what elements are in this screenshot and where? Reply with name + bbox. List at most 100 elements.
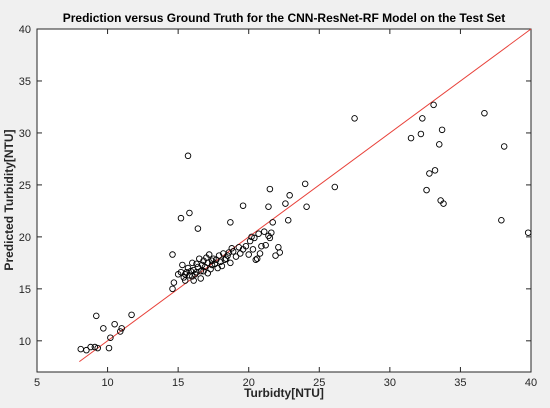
- y-tick-label: 20: [19, 232, 31, 244]
- x-axis-title: Turbidty[NTU]: [244, 386, 324, 400]
- data-point: [423, 186, 430, 194]
- data-point: [194, 225, 202, 232]
- data-point: [169, 285, 176, 293]
- data-point: [500, 143, 508, 150]
- fit-line: [79, 28, 532, 363]
- data-point: [197, 267, 204, 275]
- data-point: [268, 229, 275, 236]
- data-point: [117, 328, 124, 335]
- data-point: [208, 261, 216, 269]
- data-point: [438, 126, 446, 134]
- data-point: [242, 242, 250, 250]
- data-point: [417, 130, 425, 138]
- x-tick-label: 5: [34, 377, 40, 389]
- data-point: [186, 209, 193, 217]
- data-point: [87, 343, 94, 351]
- data-point: [170, 279, 178, 286]
- data-point: [269, 219, 276, 226]
- tick-layer: 5 10 15 20 25 30 35 40 10 15 20 25 30 35 40: [19, 24, 537, 389]
- data-point: [128, 311, 135, 319]
- data-point: [426, 170, 433, 177]
- data-point: [498, 216, 505, 224]
- data-point: [265, 203, 272, 210]
- data-point: [239, 202, 247, 209]
- data-point: [301, 180, 309, 188]
- data-point: [266, 185, 274, 193]
- data-point: [229, 248, 237, 255]
- x-tick-label: 10: [101, 377, 113, 389]
- x-tick-label: 30: [384, 377, 396, 389]
- data-point: [246, 237, 254, 245]
- chart-title: Prediction versus Ground Truth for the C…: [63, 11, 505, 25]
- data-point: [118, 325, 125, 332]
- data-point: [351, 115, 358, 122]
- data-point: [197, 275, 204, 282]
- y-tick-label: 30: [19, 128, 31, 140]
- data-point: [255, 230, 262, 238]
- x-tick-label: 25: [313, 377, 325, 389]
- data-point: [91, 343, 99, 351]
- data-point: [524, 229, 532, 236]
- y-axis-title: Predicted Turbidity[NTU]: [2, 129, 16, 270]
- y-tick-label: 10: [19, 336, 31, 348]
- data-point: [248, 233, 255, 241]
- data-point: [190, 277, 197, 284]
- data-point: [105, 344, 113, 352]
- data-point: [272, 252, 279, 259]
- data-point: [436, 141, 443, 148]
- data-point: [227, 259, 234, 267]
- x-tick-label: 35: [454, 377, 466, 389]
- data-point: [251, 234, 258, 242]
- data-point: [177, 214, 185, 222]
- data-point: [207, 265, 214, 273]
- data-point: [93, 312, 100, 320]
- x-tick-label: 40: [525, 377, 537, 389]
- data-point: [245, 251, 252, 258]
- data-point: [179, 261, 186, 269]
- plot-area: [36, 28, 532, 373]
- points-layer: [77, 101, 532, 354]
- data-point: [184, 152, 192, 160]
- data-point: [232, 253, 240, 260]
- data-point: [100, 325, 107, 332]
- data-point: [276, 249, 284, 256]
- data-point: [262, 241, 269, 249]
- data-point: [419, 115, 426, 122]
- y-tick-label: 25: [19, 180, 31, 192]
- data-point: [284, 216, 292, 224]
- data-point: [111, 320, 118, 328]
- data-point: [260, 228, 268, 235]
- data-point: [249, 246, 257, 253]
- y-tick-label: 35: [19, 76, 31, 88]
- x-tick-label: 15: [172, 377, 184, 389]
- data-point: [205, 251, 213, 258]
- data-point: [228, 245, 236, 252]
- data-point: [189, 259, 196, 267]
- data-point: [253, 255, 261, 262]
- data-point: [440, 200, 447, 207]
- data-point: [227, 219, 234, 226]
- data-point: [286, 192, 293, 199]
- data-point: [331, 183, 339, 191]
- data-point: [222, 255, 230, 262]
- y-tick-label: 40: [19, 24, 31, 36]
- data-point: [258, 242, 265, 250]
- data-point: [107, 334, 114, 341]
- data-point: [169, 251, 176, 258]
- data-point: [181, 277, 189, 284]
- data-point: [303, 203, 310, 210]
- fit-line-layer: [79, 28, 532, 363]
- data-point: [224, 252, 231, 259]
- data-point: [180, 274, 188, 281]
- data-point: [94, 344, 101, 352]
- data-point: [83, 346, 90, 354]
- data-point: [218, 262, 226, 270]
- data-point: [256, 250, 264, 257]
- x-tick-label: 20: [243, 377, 255, 389]
- data-point: [431, 167, 439, 174]
- data-point: [407, 134, 415, 142]
- data-point: [430, 101, 437, 109]
- data-point: [252, 256, 260, 263]
- y-tick-label: 15: [19, 284, 31, 296]
